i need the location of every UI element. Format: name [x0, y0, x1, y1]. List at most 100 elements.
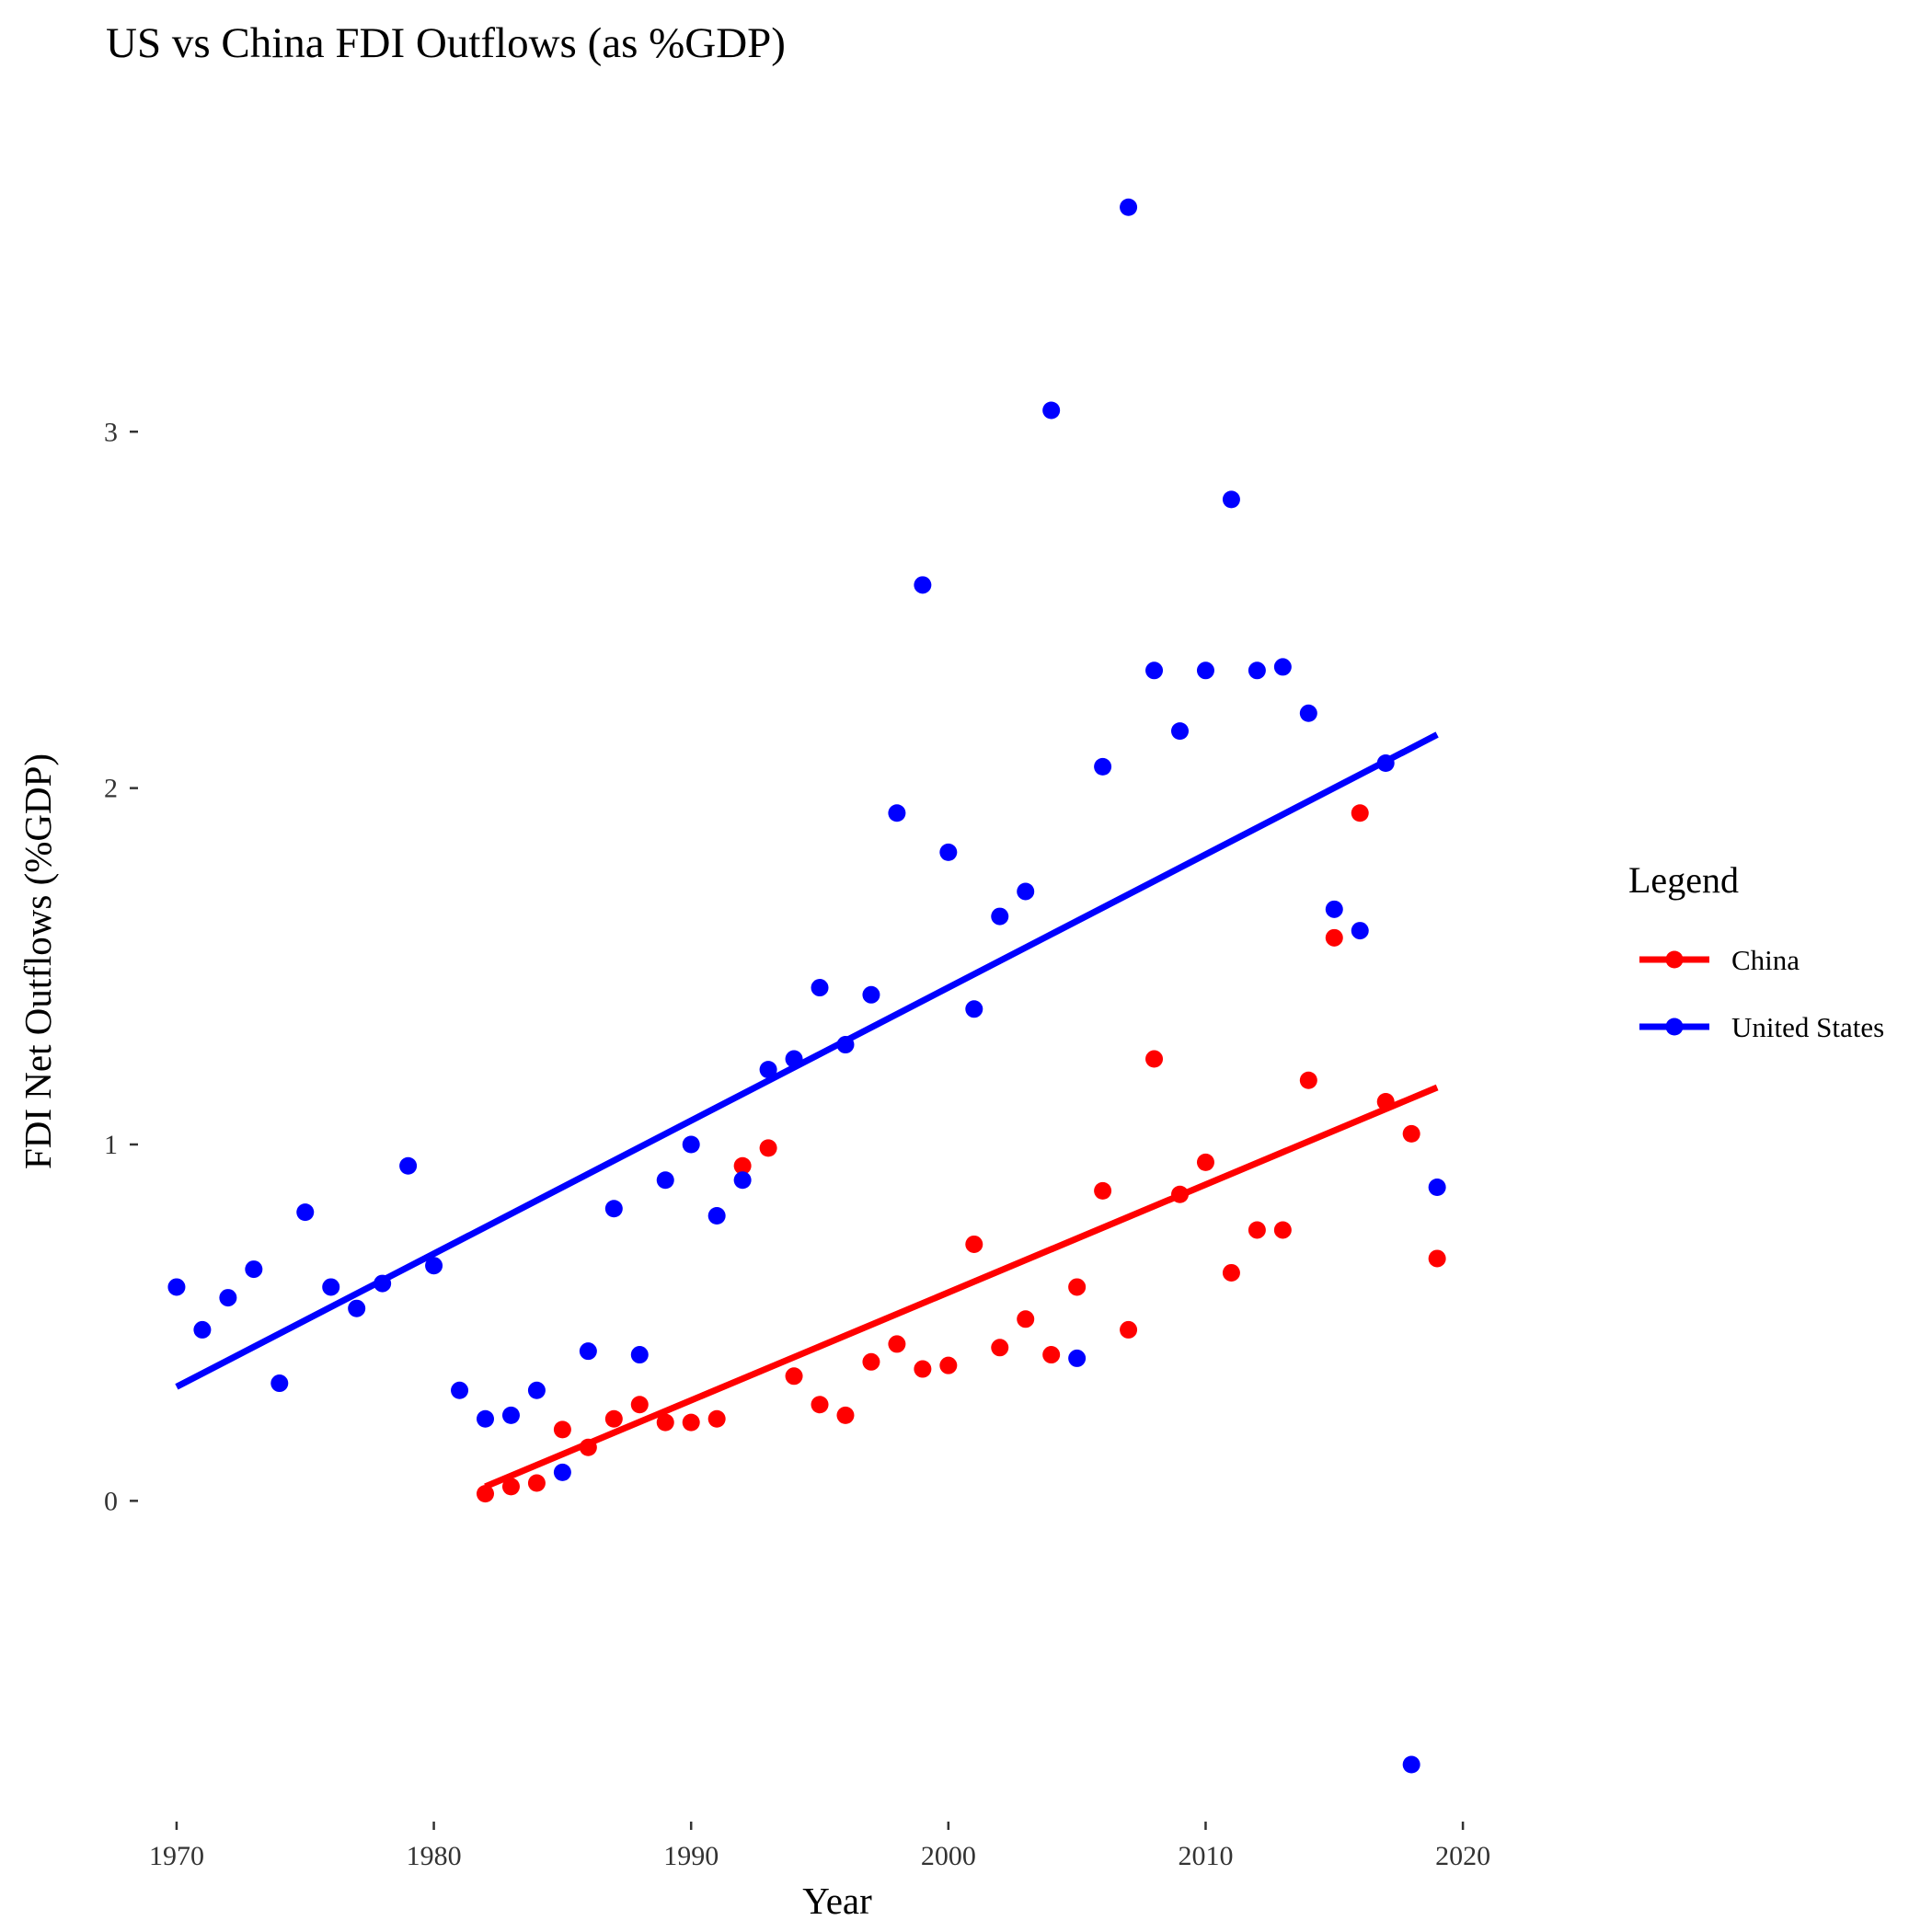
point-china — [811, 1396, 829, 1414]
point-china — [785, 1367, 803, 1386]
point-united-states — [527, 1381, 546, 1399]
point-united-states — [1325, 900, 1343, 918]
x-tick-label: 1990 — [663, 1841, 719, 1871]
point-china — [1273, 1221, 1292, 1239]
point-united-states — [1017, 882, 1035, 901]
point-china — [1196, 1153, 1214, 1171]
y-tick-label: 0 — [104, 1486, 118, 1516]
point-united-states — [733, 1171, 752, 1190]
series-china-points — [477, 804, 1446, 1503]
x-tick-label: 2010 — [1178, 1841, 1233, 1871]
point-united-states — [579, 1342, 597, 1361]
point-united-states — [1222, 490, 1240, 509]
legend-label: United States — [1731, 1011, 1884, 1043]
point-china — [1402, 1124, 1420, 1143]
point-china — [604, 1409, 623, 1428]
point-united-states — [682, 1135, 700, 1154]
point-china — [759, 1139, 777, 1157]
point-united-states — [296, 1203, 315, 1222]
point-china — [1428, 1249, 1446, 1268]
point-united-states — [477, 1409, 494, 1428]
x-tick-label: 1980 — [407, 1841, 462, 1871]
point-china — [1248, 1221, 1266, 1239]
legend-label: China — [1731, 944, 1800, 976]
point-china — [888, 1335, 906, 1353]
chart-title: US vs China FDI Outflows (as %GDP) — [106, 19, 786, 67]
point-united-states — [553, 1463, 571, 1481]
trend-line-united-states — [175, 731, 1439, 1390]
point-china — [1094, 1181, 1112, 1200]
point-united-states — [399, 1156, 418, 1175]
legend-key-point — [1665, 1018, 1684, 1036]
point-china — [1042, 1346, 1061, 1364]
point-united-states — [656, 1171, 674, 1190]
point-united-states — [965, 1000, 983, 1018]
point-united-states — [193, 1320, 212, 1339]
y-tick-label: 2 — [104, 774, 118, 804]
point-china — [1120, 1320, 1138, 1339]
point-united-states — [322, 1278, 340, 1296]
y-tick-label: 3 — [104, 417, 118, 447]
point-united-states — [1248, 661, 1266, 680]
point-united-states — [167, 1278, 186, 1296]
trend-line-china — [484, 1084, 1439, 1490]
point-united-states — [1196, 661, 1214, 680]
point-china — [527, 1474, 546, 1492]
point-united-states — [425, 1257, 443, 1275]
point-china — [939, 1356, 958, 1374]
point-united-states — [939, 843, 958, 861]
point-china — [707, 1409, 726, 1428]
x-axis-title: Year — [802, 1880, 872, 1922]
legend: Legend China United States — [1628, 859, 1884, 1043]
legend-title: Legend — [1628, 859, 1739, 901]
point-china — [656, 1413, 674, 1432]
point-china — [682, 1413, 700, 1432]
point-united-states — [604, 1200, 623, 1218]
legend-key-point — [1665, 950, 1684, 969]
series-united-states-points — [167, 198, 1446, 1774]
point-china — [733, 1156, 752, 1175]
point-united-states — [1120, 198, 1138, 216]
point-china — [991, 1339, 1009, 1357]
point-china — [836, 1406, 855, 1424]
axes: 1970 1980 1990 2000 2010 2020 0 1 2 3 — [104, 417, 1490, 1871]
point-united-states — [811, 979, 829, 997]
point-united-states — [219, 1289, 237, 1307]
point-united-states — [1351, 922, 1369, 940]
point-united-states — [1299, 704, 1317, 722]
point-united-states — [1094, 757, 1112, 776]
point-united-states — [1068, 1349, 1087, 1367]
point-china — [1351, 804, 1369, 822]
point-china — [965, 1235, 983, 1253]
y-axis-title: FDI Net Outflows (%GDP) — [17, 753, 59, 1169]
x-tick-label: 1970 — [149, 1841, 204, 1871]
point-china — [1068, 1278, 1087, 1296]
point-china — [862, 1352, 880, 1371]
point-united-states — [991, 907, 1009, 926]
point-united-states — [630, 1346, 649, 1364]
legend-key-china — [1639, 950, 1709, 969]
point-united-states — [1273, 658, 1292, 676]
point-china — [501, 1478, 520, 1496]
point-china — [630, 1396, 649, 1414]
point-united-states — [1145, 661, 1164, 680]
point-united-states — [451, 1381, 469, 1399]
plot-area — [167, 198, 1446, 1774]
point-china — [1222, 1263, 1240, 1282]
point-china — [553, 1420, 571, 1439]
point-china — [1299, 1071, 1317, 1089]
point-united-states — [862, 985, 880, 1004]
point-united-states — [888, 804, 906, 822]
point-united-states — [348, 1299, 366, 1317]
point-united-states — [759, 1061, 777, 1079]
y-tick-label: 1 — [104, 1130, 118, 1160]
point-united-states — [245, 1260, 263, 1279]
legend-key-united-states — [1639, 1018, 1709, 1036]
point-united-states — [1402, 1755, 1420, 1774]
point-china — [1145, 1050, 1164, 1068]
point-united-states — [707, 1206, 726, 1225]
x-tick-label: 2000 — [921, 1841, 976, 1871]
point-united-states — [1428, 1178, 1446, 1196]
point-united-states — [501, 1406, 520, 1424]
